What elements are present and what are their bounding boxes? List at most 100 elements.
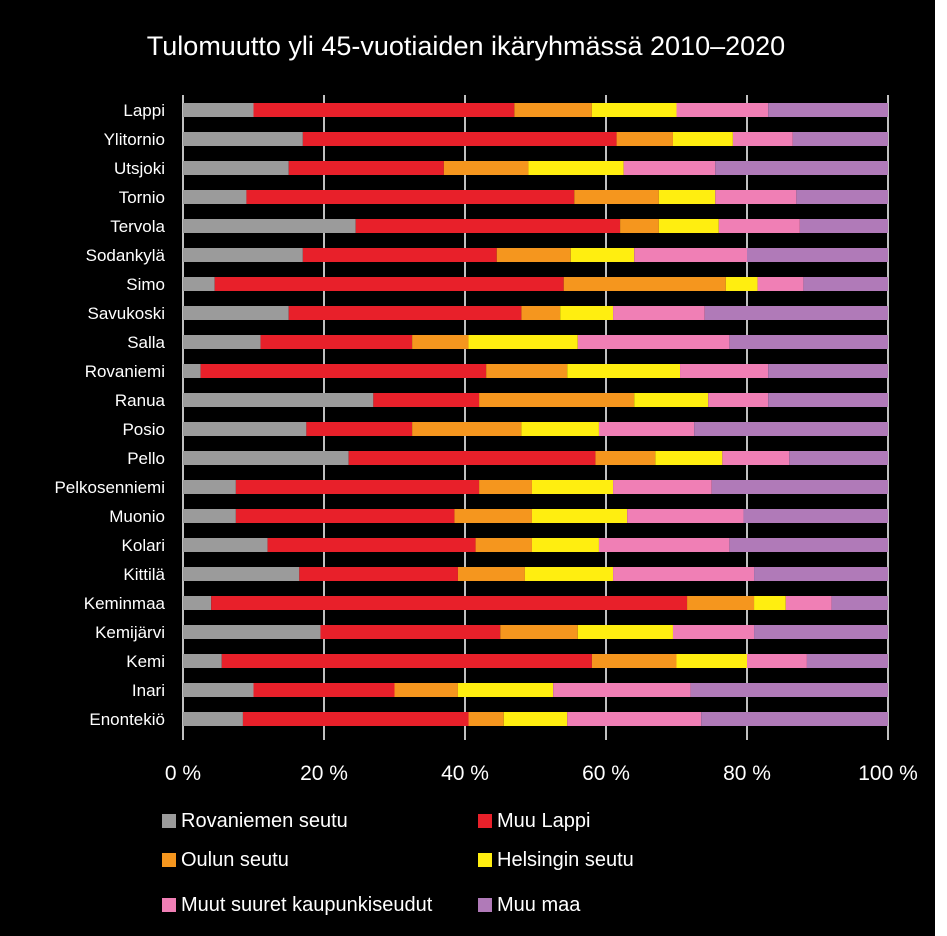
bar-segment (694, 422, 888, 436)
bar-segment (623, 161, 716, 175)
bar-segment (306, 422, 413, 436)
bar-segment (183, 248, 303, 262)
bar-segment (479, 480, 532, 494)
bar-segment (743, 509, 888, 523)
bar-segment (503, 712, 568, 726)
x-tick-label: 80 % (723, 762, 771, 785)
bar-segment (634, 393, 709, 407)
bar-segment (183, 103, 254, 117)
bar-segment (574, 190, 659, 204)
category-label: Keminmaa (84, 594, 166, 613)
bar-segment (690, 683, 888, 697)
legend-label: Rovaniemen seutu (181, 810, 348, 832)
bar-segment (475, 538, 532, 552)
category-label: Tornio (119, 188, 165, 207)
bar-segment (676, 654, 747, 668)
legend-swatch (478, 853, 492, 867)
bar-segment (183, 393, 374, 407)
bar-segment (789, 451, 888, 465)
bar-segment (288, 161, 444, 175)
bar-segment (521, 422, 599, 436)
bar-segment (183, 364, 201, 378)
bar-segment (288, 306, 522, 320)
bar-segment (768, 393, 888, 407)
bar-segment (514, 103, 592, 117)
bar-segment (715, 161, 888, 175)
bar-segment (757, 277, 804, 291)
bar-segment (394, 683, 458, 697)
bar-segment (183, 480, 236, 494)
bar-segment (320, 625, 501, 639)
legend-swatch (478, 898, 492, 912)
bar-segment (687, 596, 755, 610)
bar-segment (183, 335, 261, 349)
bar-segment (183, 567, 300, 581)
category-label: Tervola (110, 217, 165, 236)
bar-segment (267, 538, 476, 552)
bar-segment (302, 132, 617, 146)
bar-segment (253, 103, 515, 117)
bar-segment (754, 596, 786, 610)
bar-segment (302, 248, 497, 262)
category-label: Posio (122, 420, 165, 439)
bar-segment (412, 422, 522, 436)
bar-segment (658, 219, 719, 233)
bar-segment (183, 451, 349, 465)
category-label: Rovaniemi (85, 362, 165, 381)
category-label: Utsjoki (114, 159, 165, 178)
bar-segment (211, 596, 688, 610)
category-label: Kittilä (123, 565, 165, 584)
bar-segment (183, 596, 212, 610)
bar-segment (496, 248, 571, 262)
bar-segment (183, 132, 303, 146)
bar-segment (521, 306, 561, 320)
bar-segment (567, 364, 681, 378)
category-label: Enontekiö (89, 710, 165, 729)
bar-segment (792, 132, 888, 146)
bar-segment (577, 625, 673, 639)
bar-segment (183, 654, 222, 668)
bar-segment (468, 335, 578, 349)
legend-label: Muu maa (497, 894, 581, 916)
bar-segment (524, 567, 614, 581)
category-labels: Lappi Ylitornio Utsjoki Tornio Tervola Sodank… (54, 101, 165, 729)
bar-segment (785, 596, 832, 610)
category-label: Muonio (109, 507, 165, 526)
bar-segment (598, 422, 695, 436)
bar-segment (672, 625, 755, 639)
bar-segment (729, 335, 888, 349)
bar-segment (725, 277, 758, 291)
x-tick-label: 20 % (300, 762, 348, 785)
bar-segment (348, 451, 596, 465)
bar-segment (260, 335, 413, 349)
bar-segment (355, 219, 621, 233)
legend-swatch (162, 814, 176, 828)
bar-segment (729, 538, 888, 552)
category-label: Lappi (123, 101, 165, 120)
legend-swatch (162, 898, 176, 912)
bar-segment (577, 335, 730, 349)
bar-segment (235, 480, 480, 494)
category-label: Sodankylä (86, 246, 166, 265)
bar-segment (708, 393, 769, 407)
bar-segment (183, 190, 247, 204)
bar-segment (500, 625, 578, 639)
category-label: Ylitornio (104, 130, 165, 149)
bar-segment (799, 219, 888, 233)
bar-segment (768, 103, 888, 117)
category-label: Kemijärvi (95, 623, 165, 642)
legend-swatch (162, 853, 176, 867)
bar-segment (715, 190, 797, 204)
bar-segment (655, 451, 723, 465)
legend-label: Muu Lappi (497, 810, 590, 832)
bar-segment (754, 567, 888, 581)
legend-label: Muut suuret kaupunkiseudut (181, 894, 433, 916)
legend-label: Oulun seutu (181, 849, 289, 871)
bar-segment (242, 712, 469, 726)
bar-segment (468, 712, 504, 726)
bar-segment (704, 306, 888, 320)
bar-segment (457, 683, 554, 697)
bar-segment (253, 683, 395, 697)
category-label: Savukoski (88, 304, 165, 323)
